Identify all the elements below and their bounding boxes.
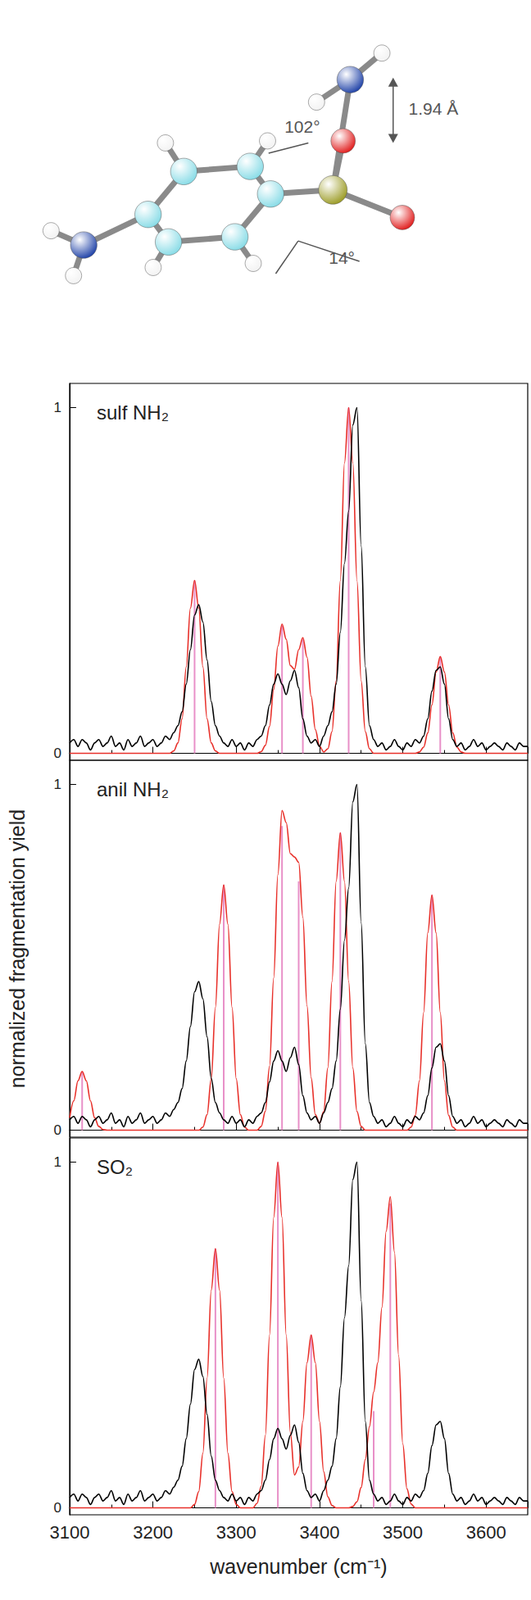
svg-text:0: 0 xyxy=(54,1500,62,1516)
svg-text:0: 0 xyxy=(54,745,62,762)
svg-text:SO₂: SO₂ xyxy=(96,1156,133,1179)
svg-text:3600: 3600 xyxy=(466,1522,507,1544)
svg-text:3200: 3200 xyxy=(132,1522,173,1544)
svg-text:0: 0 xyxy=(54,1122,62,1139)
svg-text:3500: 3500 xyxy=(382,1522,423,1544)
svg-text:1: 1 xyxy=(54,399,62,416)
svg-text:3300: 3300 xyxy=(216,1522,257,1544)
svg-text:wavenumber (cm⁻¹): wavenumber (cm⁻¹) xyxy=(208,1555,387,1579)
svg-text:3400: 3400 xyxy=(299,1522,340,1544)
svg-text:1: 1 xyxy=(54,776,62,793)
svg-text:14°: 14° xyxy=(328,248,355,268)
svg-text:102°: 102° xyxy=(284,117,320,137)
svg-text:3100: 3100 xyxy=(49,1522,91,1544)
svg-text:anil NH₂: anil NH₂ xyxy=(96,778,169,801)
svg-text:1.94 Å: 1.94 Å xyxy=(408,99,459,118)
svg-text:1: 1 xyxy=(54,1154,62,1171)
svg-text:sulf NH₂: sulf NH₂ xyxy=(96,401,169,424)
svg-text:normalized fragmentation yield: normalized fragmentation yield xyxy=(5,809,29,1089)
